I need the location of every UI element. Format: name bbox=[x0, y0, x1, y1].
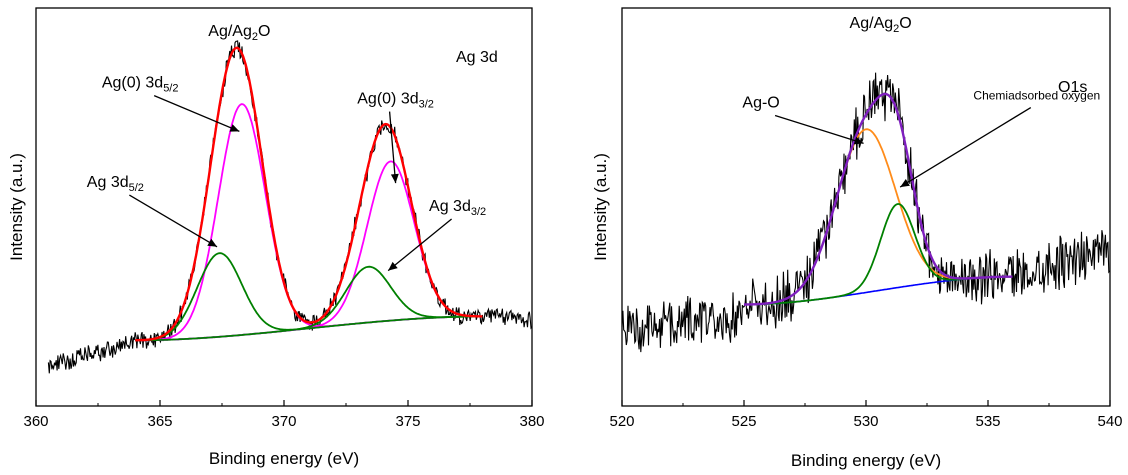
o1s-curves bbox=[621, 72, 1111, 353]
ag3d-x-axis-label: Binding energy (eV) bbox=[209, 449, 359, 468]
ag3d-annotation-arrowhead-2 bbox=[390, 173, 399, 184]
ag3d-annotation-3: Ag 3d5/2 bbox=[87, 174, 144, 194]
ag3d-annotation-arrow-3 bbox=[129, 194, 218, 248]
ag3d-annotations: Ag/Ag2O Ag(0) 3d5/2 Ag(0) 3d3/2 Ag 3d5/2 Ag … bbox=[87, 23, 486, 272]
o1s-x-axis-label: Binding energy (eV) bbox=[791, 451, 941, 470]
o1s-annotation-2: Chemiadsorbed oxygen bbox=[973, 89, 1100, 103]
o1s-x-tick-label: 540 bbox=[1097, 413, 1122, 430]
ag3d-x-ticks: 360 365 370 375 380 bbox=[23, 400, 545, 430]
o1s-plot-frame bbox=[621, 7, 1111, 407]
ag3d-annotation-1: Ag(0) 3d5/2 bbox=[102, 75, 179, 95]
o1s-annotation-0: Ag/Ag2O bbox=[850, 15, 912, 35]
o1s-annotation-1: Ag-O bbox=[742, 95, 779, 112]
ag3d-annotation-4: Ag 3d3/2 bbox=[429, 198, 486, 218]
o1s-tag: O1s bbox=[1058, 79, 1087, 96]
o1s-fit-envelope bbox=[744, 92, 1013, 306]
o1s-annotation-arrowhead-2 bbox=[900, 179, 910, 188]
ag3d-x-tick-label: 375 bbox=[395, 413, 420, 430]
o1s-annotation-arrowhead-1 bbox=[853, 136, 864, 145]
ag3d-x-tick-label: 365 bbox=[147, 413, 172, 430]
ag3d-annotation-arrow-1 bbox=[153, 95, 240, 132]
ag3d-curves bbox=[47, 40, 533, 374]
o1s-panel: 520 525 530 535 540 Ag/Ag2O Ag-O Chemiadsorbed… bbox=[591, 7, 1123, 470]
o1s-annotations: Ag/Ag2O Ag-O Chemiadsorbed oxygen bbox=[742, 15, 1100, 188]
ag3d-x-tick-label: 370 bbox=[271, 413, 296, 430]
o1s-x-tick-label: 525 bbox=[731, 413, 756, 430]
ag3d-peak-component-1 bbox=[135, 160, 483, 342]
ag3d-annotation-arrowhead-3 bbox=[207, 238, 218, 247]
ag3d-annotation-arrowhead-4 bbox=[388, 261, 398, 271]
ag3d-annotation-0: Ag/Ag2O bbox=[208, 23, 270, 43]
ag3d-annotation-2: Ag(0) 3d3/2 bbox=[357, 91, 434, 111]
ag3d-peak-component-3 bbox=[135, 265, 483, 342]
ag3d-y-axis-label: Intensity (a.u.) bbox=[7, 153, 26, 261]
o1s-annotation-arrow-1 bbox=[774, 114, 864, 144]
ag3d-annotation-arrow-2 bbox=[388, 111, 397, 184]
ag3d-panel: 360 365 370 375 380 Ag/Ag2O Ag(0) 3d5/2 Ag(0) … bbox=[7, 7, 545, 468]
o1s-annotation-arrow-2 bbox=[899, 106, 1032, 188]
ag3d-annotation-arrowhead-1 bbox=[229, 124, 240, 132]
o1s-x-tick-label: 520 bbox=[609, 413, 634, 430]
ag3d-annotation-arrow-4 bbox=[387, 218, 453, 272]
ag3d-fit-envelope bbox=[135, 46, 483, 342]
o1s-y-axis-label: Intensity (a.u.) bbox=[591, 153, 610, 261]
ag3d-tag: Ag 3d bbox=[456, 49, 498, 66]
o1s-x-tick-label: 530 bbox=[853, 413, 878, 430]
ag3d-peak-component-0 bbox=[135, 103, 483, 342]
ag3d-x-tick-label: 380 bbox=[519, 413, 544, 430]
ag3d-x-tick-label: 360 bbox=[23, 413, 48, 430]
o1s-x-tick-label: 535 bbox=[975, 413, 1000, 430]
o1s-x-ticks: 520 525 530 535 540 bbox=[609, 400, 1123, 430]
ag3d-peak-component-2 bbox=[135, 252, 483, 342]
